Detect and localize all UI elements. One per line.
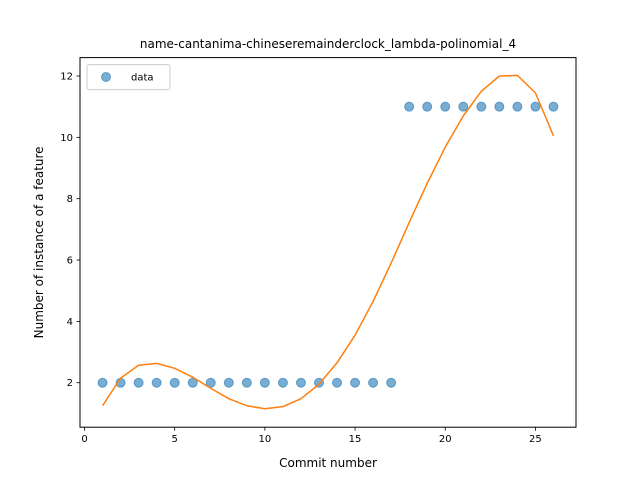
data-point [277, 377, 288, 388]
data-point [350, 377, 361, 388]
data-point [494, 101, 505, 112]
legend: data [86, 64, 171, 91]
data-point [458, 101, 469, 112]
chart-title: name-cantanima-chineseremainderclock_lam… [140, 37, 516, 51]
data-point [169, 377, 180, 388]
data-point [386, 377, 397, 388]
data-point [205, 377, 216, 388]
legend-label-data: data [131, 73, 154, 84]
data-point [548, 101, 559, 112]
data-point [404, 101, 415, 112]
x-tick-label: 20 [439, 434, 452, 445]
data-point [422, 101, 433, 112]
legend-marker-data [101, 72, 111, 82]
data-point [151, 377, 162, 388]
data-point [476, 101, 487, 112]
x-tick-label: 25 [529, 434, 542, 445]
data-point [530, 101, 541, 112]
y-tick-label: 12 [60, 72, 73, 83]
x-tick-label: 5 [172, 434, 178, 445]
fit-line [101, 74, 555, 410]
y-tick-label: 8 [67, 194, 73, 205]
y-tick-label: 6 [67, 256, 73, 267]
data-point [295, 377, 306, 388]
data-point [512, 101, 523, 112]
y-tick-label: 4 [67, 317, 73, 328]
data-point [440, 101, 451, 112]
data-point [241, 377, 252, 388]
data-point [259, 377, 270, 388]
legend-box [86, 64, 171, 91]
data-point [133, 377, 144, 388]
data-point [332, 377, 343, 388]
x-tick-label: 10 [259, 434, 272, 445]
x-tick-label: 0 [81, 434, 87, 445]
x-tick-label: 15 [349, 434, 362, 445]
data-point [223, 377, 234, 388]
x-axis-label: Commit number [279, 456, 377, 470]
data-point [368, 377, 379, 388]
y-axis-label: Number of instance of a feature [32, 146, 46, 338]
y-tick-label: 2 [67, 378, 73, 389]
data-point [97, 377, 108, 388]
y-tick-label: 10 [60, 133, 73, 144]
plot-frame [79, 57, 577, 428]
data-point [187, 377, 198, 388]
